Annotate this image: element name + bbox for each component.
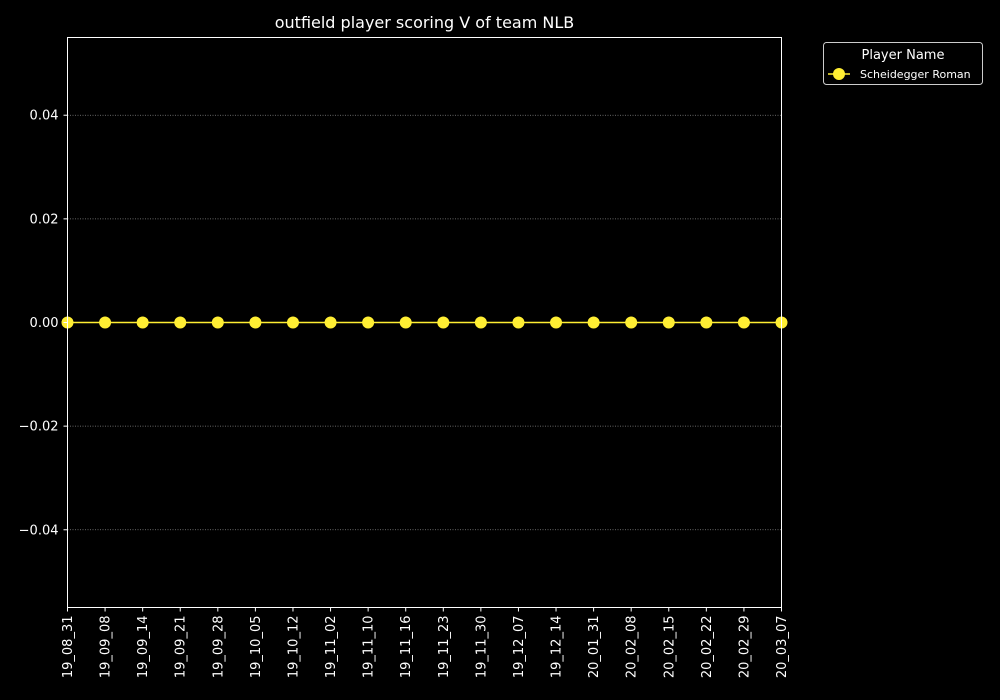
x-tick-label: 20_03_07 xyxy=(775,616,790,679)
data-point xyxy=(324,316,337,329)
data-point xyxy=(286,316,299,329)
x-tick-label: 20_02_29 xyxy=(737,616,752,679)
x-tick-label: 19_09_08 xyxy=(99,616,114,679)
data-point xyxy=(737,316,750,329)
legend: Player Name Scheidegger Roman xyxy=(823,42,983,85)
legend-entry-scheidegger-roman: Scheidegger Roman xyxy=(860,68,971,81)
x-axis: 19_08_31 19_09_08 19_09_14 19_09_21 19_09_28… xyxy=(61,607,790,679)
data-point xyxy=(587,316,600,329)
x-tick-label: 19_08_31 xyxy=(61,616,76,679)
data-point xyxy=(362,316,375,329)
data-point xyxy=(512,316,525,329)
series-layer xyxy=(61,316,788,329)
data-point xyxy=(99,316,112,329)
data-point xyxy=(136,316,149,329)
data-point xyxy=(625,316,638,329)
data-point xyxy=(550,316,563,329)
x-tick-label: 19_12_07 xyxy=(512,616,527,679)
data-point xyxy=(474,316,487,329)
y-tick-label: 0.02 xyxy=(30,212,59,227)
x-tick-label: 19_09_14 xyxy=(136,616,151,679)
data-point xyxy=(211,316,224,329)
x-tick-label: 19_11_16 xyxy=(399,616,414,679)
x-tick-label: 19_10_05 xyxy=(249,616,264,679)
x-tick-label: 20_02_15 xyxy=(662,616,677,679)
x-tick-label: 19_09_28 xyxy=(211,616,226,679)
y-tick-label: 0.04 xyxy=(30,109,59,124)
x-tick-label: 20_01_31 xyxy=(587,616,602,679)
y-tick-label: −0.02 xyxy=(19,420,59,435)
y-tick-label: 0.00 xyxy=(30,316,59,331)
x-tick-label: 19_11_30 xyxy=(474,616,489,679)
legend-title: Player Name xyxy=(862,48,945,63)
x-tick-label: 19_11_23 xyxy=(437,616,452,679)
data-point xyxy=(399,316,412,329)
data-point xyxy=(662,316,675,329)
x-tick-label: 19_12_14 xyxy=(550,616,565,679)
data-point xyxy=(437,316,450,329)
x-tick-label: 19_09_21 xyxy=(174,616,189,679)
y-tick-label: −0.04 xyxy=(19,523,59,538)
chart-title: outfield player scoring V of team NLB xyxy=(275,13,575,32)
legend-marker-scheidegger-roman xyxy=(833,68,845,80)
data-point xyxy=(174,316,187,329)
x-tick-label: 20_02_22 xyxy=(700,616,715,679)
x-tick-label: 19_11_02 xyxy=(324,616,339,679)
data-point xyxy=(700,316,713,329)
data-point xyxy=(249,316,262,329)
y-axis: 0.04 0.02 0.00 −0.02 −0.04 xyxy=(19,109,68,538)
x-tick-label: 19_10_12 xyxy=(286,616,301,679)
x-tick-label: 19_11_10 xyxy=(362,616,377,679)
legend-box xyxy=(823,42,983,85)
x-tick-label: 20_02_08 xyxy=(625,616,640,679)
